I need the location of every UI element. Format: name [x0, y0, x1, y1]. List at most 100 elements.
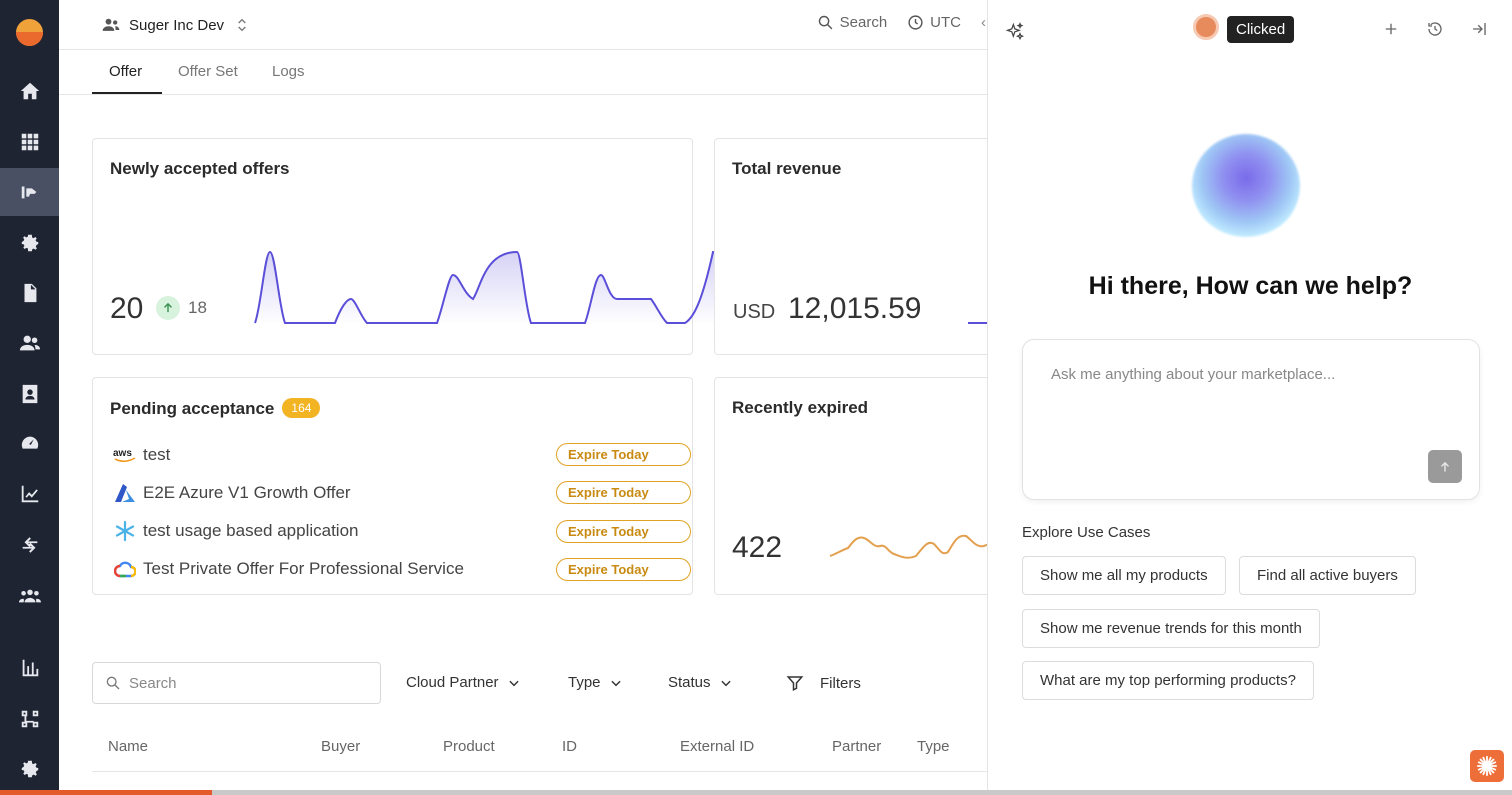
pending-row[interactable]: Test Private Offer For Professional Serv… [113, 555, 691, 583]
reports-nav[interactable] [0, 644, 59, 692]
offer-search-field[interactable] [92, 662, 381, 704]
column-buyer[interactable]: Buyer [321, 738, 361, 755]
use-case-chip[interactable]: What are my top performing products? [1022, 661, 1314, 700]
collapse-panel-icon[interactable] [1470, 20, 1488, 38]
status-dropdown[interactable]: Status [668, 674, 733, 691]
global-search-button[interactable]: Search [817, 14, 888, 31]
assistant-launcher[interactable] [1470, 750, 1504, 782]
starburst-icon [1476, 755, 1498, 777]
contact-card-icon [22, 384, 37, 404]
arrow-up-icon [156, 296, 180, 320]
column-name[interactable]: Name [108, 738, 149, 755]
search-label: Search [839, 14, 888, 31]
pending-row[interactable]: aws test Expire Today [113, 441, 691, 469]
column-id[interactable]: ID [562, 738, 577, 755]
column-external-id[interactable]: External ID [680, 738, 755, 755]
column-type[interactable]: Type [917, 738, 950, 755]
admin-settings-nav[interactable] [0, 745, 59, 793]
ask-input[interactable] [1051, 366, 1451, 446]
trend-chart-icon [21, 485, 38, 503]
contacts-nav[interactable] [0, 370, 59, 418]
home-nav[interactable] [0, 67, 59, 115]
history-icon[interactable] [1426, 20, 1444, 38]
buyers-nav[interactable] [0, 319, 59, 367]
team-icon [18, 589, 41, 603]
expire-badge: Expire Today [556, 481, 691, 504]
expire-badge: Expire Today [556, 520, 691, 543]
total-revenue-card[interactable]: Total revenue USD 12,015.59 [714, 138, 1004, 355]
people-icon [102, 18, 120, 31]
card-title: Recently expired [732, 398, 869, 417]
integrations-nav[interactable] [0, 521, 59, 569]
gear-outline-icon [21, 234, 38, 252]
use-case-chip[interactable]: Show me all my products [1022, 556, 1226, 595]
active-tab-indicator [92, 92, 162, 94]
filters-button[interactable]: Filters [786, 674, 861, 692]
column-product[interactable]: Product [443, 738, 495, 755]
offers-nav[interactable] [0, 168, 59, 216]
timezone-button[interactable]: UTC [907, 14, 961, 31]
users-icon [19, 335, 40, 351]
sparkle-icon [1005, 22, 1025, 41]
card-title: Newly accepted offers [110, 159, 290, 178]
assistant-orb [1192, 134, 1300, 238]
grid-icon [21, 133, 38, 151]
svg-text:aws: aws [113, 448, 132, 459]
org-switcher[interactable]: Suger Inc Dev [101, 15, 250, 35]
chevron-down-icon [720, 680, 731, 686]
offers-table-header: Name Buyer Product ID External ID Partne… [92, 722, 987, 772]
analytics-nav[interactable] [0, 470, 59, 518]
suger-logo[interactable] [16, 19, 43, 46]
offer-search-input[interactable] [129, 674, 369, 692]
cloud-partner-dropdown[interactable]: Cloud Partner [406, 674, 521, 691]
plus-icon[interactable] [1382, 20, 1400, 38]
delta-value: 18 [188, 298, 207, 317]
offer-name: E2E Azure V1 Growth Offer [143, 483, 351, 502]
type-dropdown[interactable]: Type [568, 674, 623, 691]
ai-assistant-panel: Clicked Hi there, How can we help? Explo… [987, 0, 1512, 795]
more-tools[interactable]: ‹ [981, 14, 986, 31]
top-right-tools: Search UTC ‹ [817, 14, 987, 31]
delta-indicator: 18 [156, 296, 207, 320]
tab-offer[interactable]: Offer [109, 63, 143, 80]
filters-label: Filters [820, 674, 861, 692]
filter-bar: Cloud Partner Type Status Filters [92, 662, 987, 704]
documents-nav[interactable] [0, 269, 59, 317]
progress-fill [0, 790, 212, 795]
use-case-chip[interactable]: Find all active buyers [1239, 556, 1416, 595]
offer-tabs: Offer Offer Set Logs [59, 50, 987, 95]
chevron-down-icon [508, 680, 519, 686]
assistant-heading: Hi there, How can we help? [1088, 272, 1413, 300]
revenue-value: 12,015.59 [788, 292, 922, 325]
expired-value: 422 [732, 531, 783, 564]
settings-nav[interactable] [0, 219, 59, 267]
search-icon [106, 676, 120, 690]
expire-badge: Expire Today [556, 443, 691, 466]
azure-icon [113, 481, 137, 505]
aws-icon: aws [113, 443, 137, 467]
click-indicator [1193, 14, 1219, 40]
use-case-chip[interactable]: Show me revenue trends for this month [1022, 609, 1320, 648]
column-partner[interactable]: Partner [832, 738, 882, 755]
home-icon [20, 82, 39, 100]
newly-accepted-card[interactable]: Newly accepted offers 20 18 [92, 138, 748, 355]
pending-row[interactable]: test usage based application Expire Toda… [113, 517, 691, 545]
workflows-nav[interactable] [0, 695, 59, 743]
metering-nav[interactable] [0, 420, 59, 468]
send-button[interactable] [1428, 450, 1462, 483]
tab-logs[interactable]: Logs [272, 63, 305, 80]
revenue-currency: USD [733, 301, 776, 323]
pending-acceptance-card[interactable]: Pending acceptance 164 aws test Expire To… [92, 377, 693, 595]
revenue-sparkline [968, 322, 1003, 324]
org-name: Suger Inc Dev [129, 16, 225, 34]
expired-sparkline [829, 534, 998, 559]
recently-expired-card[interactable]: Recently expired 422 [714, 377, 1004, 595]
pending-row[interactable]: E2E Azure V1 Growth Offer Expire Today [113, 479, 691, 507]
apps-nav[interactable] [0, 118, 59, 166]
ask-box [1022, 339, 1480, 500]
tab-offer-set[interactable]: Offer Set [178, 63, 238, 80]
team-nav[interactable] [0, 572, 59, 620]
clock-icon [908, 15, 923, 30]
exchange-icon [22, 537, 37, 553]
pending-title: Pending acceptance [110, 399, 275, 418]
